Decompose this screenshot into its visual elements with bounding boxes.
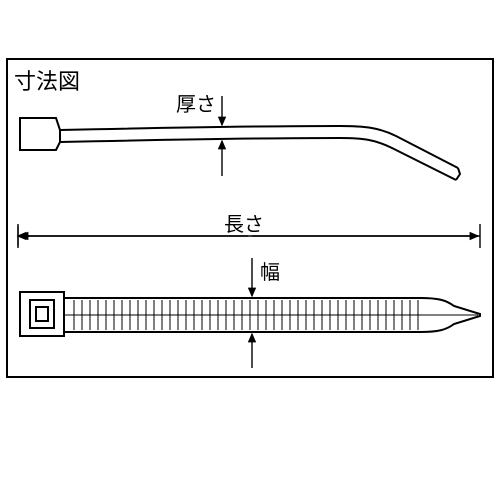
lineart xyxy=(0,0,500,500)
diagram-canvas: 寸法図 厚さ 長さ 幅 xyxy=(0,0,500,500)
